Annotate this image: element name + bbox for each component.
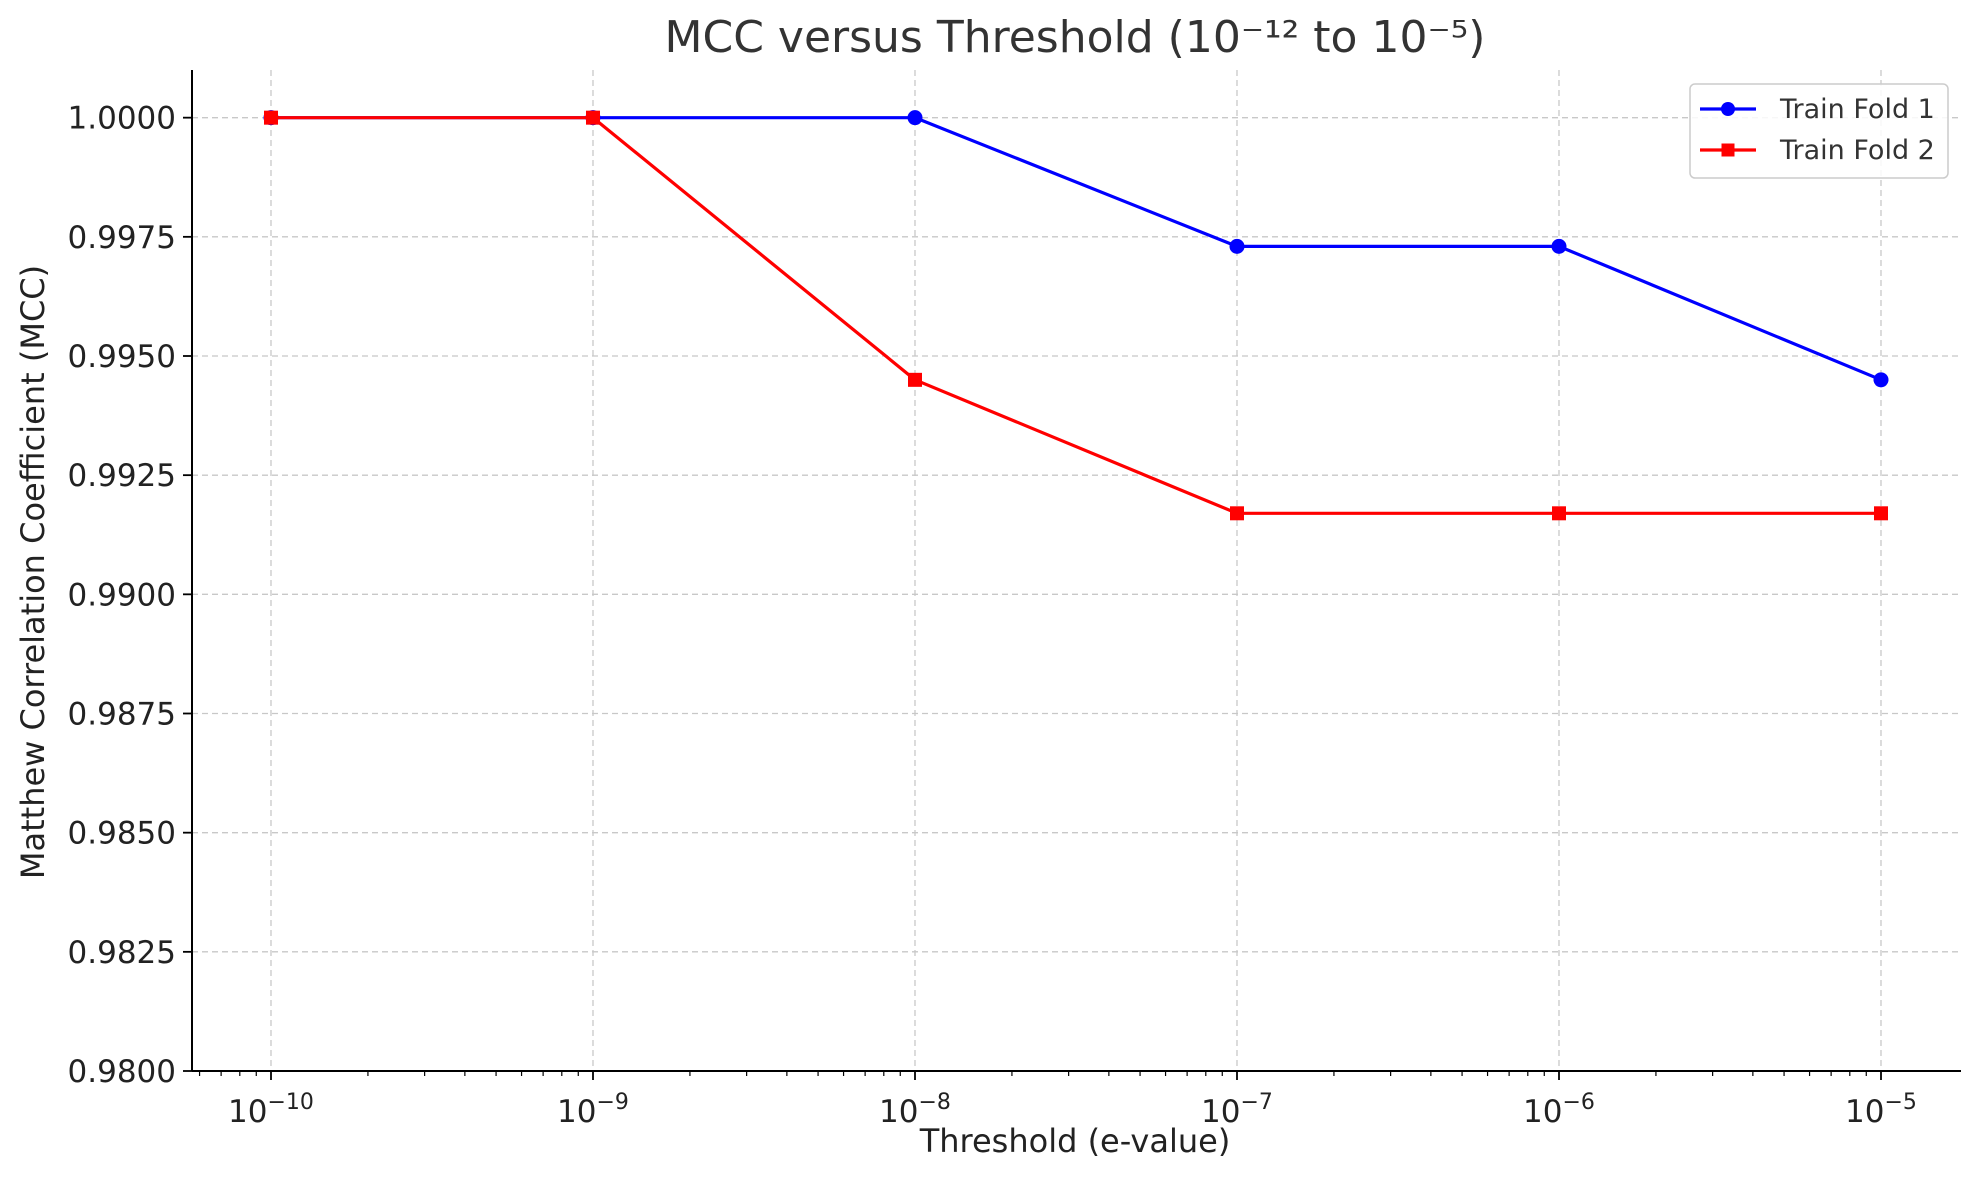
data-point-train-fold-2 xyxy=(1230,506,1244,521)
y-tick-label: 0.9850 xyxy=(68,816,176,852)
x-tick-label: 10−7 xyxy=(1201,1090,1273,1130)
data-point-train-fold-1 xyxy=(1229,238,1245,254)
x-tick-label: 10−5 xyxy=(1845,1090,1917,1130)
legend: Train Fold 1 Train Fold 2 xyxy=(1689,83,1949,179)
chart-title: MCC versus Threshold (10⁻¹² to 10⁻⁵) xyxy=(665,12,1486,63)
series-line-train-fold-1 xyxy=(271,116,1882,382)
y-tick-label: 1.0000 xyxy=(68,101,176,137)
data-point-train-fold-2 xyxy=(1552,506,1566,521)
x-tick-label: 10−6 xyxy=(1523,1090,1595,1130)
axes: 10−10 10−9 10−8 10−7 10−6 10−5 0.9800 0.9825 0.9… xyxy=(68,70,1961,1130)
y-tick-label: 0.9900 xyxy=(68,577,176,613)
series-line-train-fold-2 xyxy=(271,116,1881,515)
series-lines xyxy=(263,110,1889,521)
legend-label-train-fold-1: Train Fold 1 xyxy=(1779,94,1935,125)
legend-marker-train-fold-2 xyxy=(1721,143,1735,157)
y-tick-label: 0.9875 xyxy=(68,697,176,733)
x-axis-label: Threshold (e-value) xyxy=(919,1122,1231,1160)
data-point-train-fold-1 xyxy=(907,110,923,126)
data-point-train-fold-2 xyxy=(1874,506,1888,521)
y-tick-label: 0.9975 xyxy=(68,220,176,256)
y-axis-label: Matthew Correlation Coefficient (MCC) xyxy=(14,265,52,879)
data-point-train-fold-2 xyxy=(586,110,600,125)
y-tick-label: 0.9950 xyxy=(68,339,176,375)
y-tick-label: 0.9825 xyxy=(68,935,176,971)
data-point-train-fold-2 xyxy=(908,372,922,387)
x-tick-label: 10−10 xyxy=(228,1090,314,1130)
x-tick-label: 10−9 xyxy=(557,1090,629,1130)
legend-marker-train-fold-1 xyxy=(1721,102,1735,116)
y-tick-label: 0.9925 xyxy=(68,458,176,494)
y-tick-label: 0.9800 xyxy=(68,1054,176,1090)
legend-label-train-fold-2: Train Fold 2 xyxy=(1779,135,1935,166)
data-point-train-fold-1 xyxy=(1873,372,1889,388)
data-point-train-fold-2 xyxy=(264,110,278,125)
grid-lines xyxy=(192,70,1961,1072)
x-tick-label: 10−8 xyxy=(879,1090,951,1130)
data-point-train-fold-1 xyxy=(1551,238,1567,254)
